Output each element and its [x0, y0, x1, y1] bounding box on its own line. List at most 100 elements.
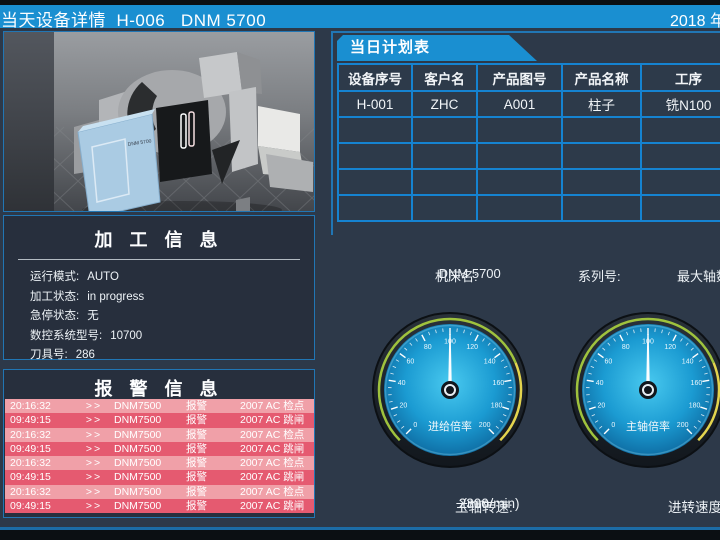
date-label: 2018 年	[669, 13, 720, 30]
table-row	[337, 116, 720, 144]
alarm-info-panel: 报 警 信 息 20:16:32 >> DNM7500 报警 2007 AC 检点 09:…	[3, 369, 315, 518]
table-header-cell: 产品图号	[476, 63, 563, 92]
alarm-cell: 09:49:15	[10, 499, 51, 512]
speed-readout-row: 主轴转速: 2300 (mm/min) 进转速度	[0, 496, 720, 515]
machine-name-value: DNM 5700	[438, 266, 501, 281]
table-cell: H-001	[337, 90, 413, 118]
machine-meta-row: 机床名: DNM 5700 系列号: 最大轴数	[0, 266, 720, 284]
alarm-cell: DNM7500	[114, 442, 162, 455]
spindle-speed-unit: (mm/min)	[462, 496, 520, 511]
info-field: 运行模式: AUTO	[30, 268, 314, 288]
info-field-label: 运行模式:	[30, 271, 80, 283]
alarm-cell: 2007 AC 跳闸	[240, 471, 305, 484]
alarm-cell: DNM7500	[114, 400, 162, 412]
machine-name-field: 机床名: DNM 5700	[435, 266, 501, 284]
svg-text:20: 20	[399, 403, 407, 410]
tab-daily-plan[interactable]: 当日计划表	[337, 35, 537, 61]
table-cell	[640, 168, 720, 196]
alarm-cell: 报警	[186, 400, 207, 412]
svg-text:20: 20	[597, 403, 605, 410]
info-field-value: 286	[75, 349, 95, 361]
title-bar: 当天设备详情 H-006 DNM 5700 2018 年	[0, 5, 720, 30]
alarm-info-title: 报 警 信 息	[94, 379, 224, 399]
svg-text:80: 80	[424, 344, 432, 351]
alarm-cell: 09:49:15	[10, 471, 51, 484]
svg-text:160: 160	[691, 380, 703, 387]
table-cell	[561, 168, 642, 196]
alarm-cell: 09:49:15	[10, 414, 51, 427]
alarm-cell: 报警	[186, 414, 207, 427]
svg-text:60: 60	[406, 359, 414, 366]
table-cell	[337, 116, 413, 144]
top-edge-strip	[0, 0, 720, 5]
alarm-row: 09:49:15 >> DNM7500 报警 2007 AC 跳闸	[5, 470, 314, 485]
alarm-cell: 2007 AC 检点	[240, 400, 305, 412]
table-row	[337, 168, 720, 196]
alarm-cell: 报警	[186, 428, 207, 441]
alarm-cell: 2007 AC 检点	[240, 457, 305, 469]
alarm-cell: 报警	[186, 457, 207, 469]
alarm-cell: DNM7500	[114, 414, 162, 427]
plan-section-frame	[331, 31, 720, 235]
table-header-cell: 客户名	[411, 63, 478, 92]
svg-text:180: 180	[491, 403, 503, 410]
alarm-cell: DNM7500	[114, 457, 162, 469]
svg-text:0: 0	[611, 422, 615, 429]
svg-text:180: 180	[689, 403, 701, 410]
table-row	[337, 194, 720, 222]
svg-text:0: 0	[413, 422, 417, 429]
table-cell	[640, 142, 720, 170]
info-field-label: 刀具号:	[30, 349, 68, 361]
info-field: 刀具号: 286	[30, 346, 314, 366]
alarm-cell: 报警	[186, 499, 207, 512]
svg-text:40: 40	[398, 380, 406, 387]
alarm-cell: 2007 AC 跳闸	[240, 442, 305, 455]
alarm-row: 09:49:15 >> DNM7500 报警 2007 AC 跳闸	[5, 413, 314, 428]
alarm-cell: DNM7500	[114, 471, 162, 484]
table-cell	[411, 168, 478, 196]
processing-info-fields: 运行模式: AUTO 加工状态: in progress 急停状态: 无数控系统型号: 10…	[30, 268, 314, 366]
plan-table-body: H-001 ZHC A001 柱子 铣N100	[337, 90, 720, 222]
alarm-cell: >>	[85, 442, 103, 455]
page-title: 当天设备详情 H-006 DNM 5700	[1, 11, 267, 30]
svg-text:140: 140	[682, 359, 694, 366]
svg-text:主轴倍率: 主轴倍率	[626, 419, 670, 433]
svg-text:80: 80	[622, 344, 630, 351]
alarm-cell: 报警	[186, 442, 207, 455]
alarm-row: 09:49:15 >> DNM7500 报警 2007 AC 跳闸	[5, 498, 314, 513]
alarm-cell: 2007 AC 检点	[240, 485, 305, 498]
machine-image-panel: DNM 5700	[3, 31, 315, 231]
alarm-cell: >>	[85, 499, 103, 512]
alarm-cell: 2007 AC 跳闸	[240, 414, 305, 427]
table-cell	[640, 194, 720, 222]
spindle-override-gauge: 020406080100120140160180200主轴倍率	[570, 312, 720, 468]
info-field-value: in progress	[87, 290, 145, 303]
alarm-row: 20:16:32 >> DNM7500 报警 2007 AC 检点	[5, 456, 314, 471]
table-cell: 柱子	[561, 90, 642, 118]
table-cell	[411, 142, 478, 170]
bottom-divider-line	[0, 527, 720, 530]
table-cell	[476, 194, 563, 222]
table-cell: A001	[476, 90, 563, 118]
alarm-cell: 20:16:32	[10, 485, 51, 498]
max-axes-label: 最大轴数	[677, 269, 720, 284]
alarm-cell: 20:16:32	[10, 428, 51, 441]
alarm-cell: 20:16:32	[10, 400, 51, 412]
alarm-cell: 2007 AC 跳闸	[240, 499, 305, 512]
info-field-value: 无	[87, 310, 99, 322]
spindle-speed-field: 主轴转速: 2300 (mm/min)	[455, 496, 520, 515]
alarm-cell: 20:16:32	[10, 457, 51, 469]
alarm-row: 20:16:32 >> DNM7500 报警 2007 AC 检点	[5, 399, 314, 414]
info-field-label: 加工状态:	[30, 290, 80, 303]
alarm-cell: 2007 AC 检点	[240, 428, 305, 441]
alarm-row: 09:49:15 >> DNM7500 报警 2007 AC 跳闸	[5, 441, 314, 456]
svg-text:200: 200	[479, 422, 491, 429]
alarm-cell: >>	[85, 414, 103, 427]
table-cell	[476, 168, 563, 196]
alarm-cell: >>	[85, 471, 103, 484]
table-cell	[640, 116, 720, 144]
alarm-cell: DNM7500	[114, 485, 162, 498]
alarm-cell: 09:49:15	[10, 442, 51, 455]
daily-plan-table: 设备序号 客户名 产品图号 产品名称 工序 H-001 ZHC A001 柱子 铣N100	[337, 63, 720, 222]
